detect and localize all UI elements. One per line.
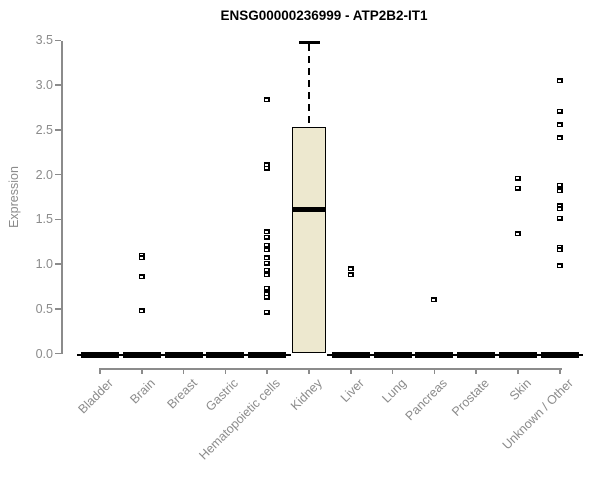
- zero-median-bar: [540, 352, 579, 358]
- zero-median-bar: [248, 352, 287, 358]
- zero-median-bar: [164, 352, 203, 358]
- outlier-point: [264, 97, 271, 103]
- outlier-point: [347, 266, 354, 272]
- outlier-point: [138, 274, 145, 280]
- x-tick: [99, 368, 101, 374]
- x-tick: [517, 368, 519, 374]
- x-tick: [182, 368, 185, 374]
- outlier-point: [264, 162, 271, 168]
- chart-title: ENSG00000236999 - ATP2B2-IT1: [220, 8, 428, 23]
- x-tick: [391, 368, 394, 374]
- outlier-point: [515, 185, 521, 191]
- y-tick: [55, 39, 61, 42]
- y-tick-label: 0.0: [35, 346, 53, 361]
- zero-median-bar: [122, 352, 161, 358]
- outlier-point: [556, 206, 563, 212]
- outlier-point: [264, 255, 271, 261]
- outlier-point: [138, 308, 145, 314]
- y-tick: [55, 173, 61, 176]
- outlier-point: [264, 285, 271, 291]
- outlier-point: [556, 78, 563, 84]
- outlier-point: [138, 252, 145, 258]
- outlier-point: [556, 247, 563, 253]
- whisker-cap: [298, 41, 320, 44]
- x-tick: [475, 368, 477, 374]
- outlier-point: [556, 108, 563, 114]
- y-tick: [55, 308, 61, 310]
- x-axis-line: [99, 368, 562, 370]
- y-tick-label: 2.5: [35, 122, 53, 137]
- outlier-point: [515, 175, 521, 181]
- outlier-point: [556, 188, 563, 194]
- outlier-point: [264, 272, 271, 278]
- y-tick-label: 3.5: [35, 33, 53, 48]
- y-tick-label: 2.0: [35, 167, 53, 182]
- box: [292, 127, 326, 354]
- x-tick: [224, 368, 227, 374]
- zero-median-bar: [331, 352, 370, 358]
- outlier-point: [556, 135, 563, 141]
- x-tick: [350, 368, 352, 374]
- outlier-point: [138, 255, 145, 261]
- zero-median-bar: [499, 352, 537, 358]
- outlier-point: [556, 263, 563, 269]
- outlier-point: [264, 294, 271, 300]
- outlier-point: [264, 247, 271, 253]
- y-tick: [55, 218, 61, 221]
- outlier-point: [515, 231, 521, 237]
- y-tick-label: 0.5: [35, 301, 53, 316]
- y-axis-line: [61, 41, 63, 354]
- outlier-point: [431, 297, 438, 303]
- zero-median-bar: [81, 352, 119, 358]
- outlier-point: [264, 242, 271, 248]
- y-tick: [55, 129, 61, 131]
- y-tick-label: 1.5: [35, 212, 53, 227]
- zero-median-bar: [415, 352, 454, 358]
- outlier-point: [556, 203, 563, 209]
- outlier-point: [264, 165, 271, 171]
- zero-median-bar: [457, 352, 496, 358]
- x-tick: [141, 368, 143, 374]
- x-tick: [266, 368, 268, 374]
- zero-median-bar: [206, 352, 245, 358]
- outlier-point: [264, 234, 271, 240]
- outlier-point: [347, 272, 354, 278]
- y-tick-label: 1.0: [35, 257, 53, 272]
- outlier-point: [264, 229, 271, 235]
- outlier-point: [556, 122, 563, 128]
- median-line: [292, 207, 326, 213]
- outlier-point: [264, 309, 271, 315]
- zero-median-bar: [373, 352, 412, 358]
- y-tick: [55, 263, 61, 265]
- y-tick: [55, 352, 61, 355]
- y-tick: [55, 84, 61, 86]
- x-tick: [559, 368, 561, 374]
- outlier-point: [556, 182, 563, 188]
- outlier-point: [264, 260, 271, 266]
- x-tick: [433, 368, 436, 374]
- y-tick-label: 3.0: [35, 78, 53, 93]
- x-tick: [308, 368, 310, 374]
- whisker: [308, 44, 310, 128]
- outlier-point: [264, 267, 271, 273]
- outlier-point: [556, 215, 563, 221]
- outlier-point: [556, 244, 563, 250]
- outlier-point: [264, 291, 271, 297]
